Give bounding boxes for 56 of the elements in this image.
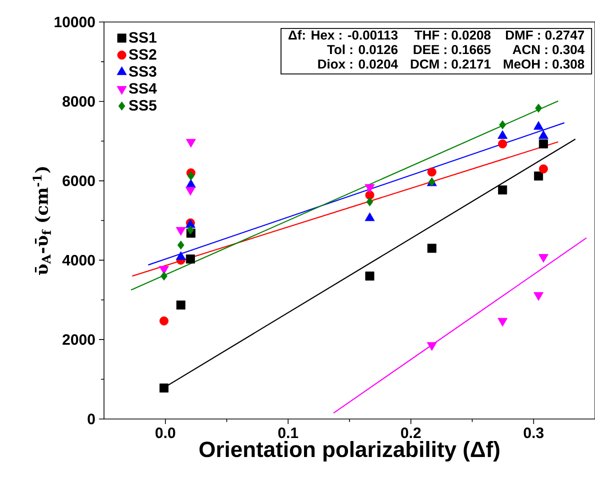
point: [186, 226, 194, 235]
legend-label: SS2: [128, 49, 156, 60]
point: [364, 184, 375, 193]
point: [176, 300, 186, 310]
point: [538, 254, 548, 263]
annotation: DMF : 0.2747: [506, 30, 584, 40]
point: [538, 164, 548, 174]
point: [499, 120, 506, 130]
point: [186, 254, 195, 264]
x-tick-label: 0.1: [278, 428, 298, 438]
point: [426, 342, 437, 351]
y-axis-title: ῡ$_{A}$-ῡ$_{f}$ (cm$^{-1}$): [32, 167, 51, 275]
annotation: DCM : 0.2171: [410, 59, 491, 69]
point: [187, 172, 194, 181]
point: [364, 212, 375, 222]
annotation: THF : 0.0208: [414, 30, 491, 40]
y-tick-label: 8000: [62, 96, 95, 107]
point: [498, 318, 508, 327]
y-tick-label: 4000: [62, 254, 95, 266]
point: [538, 139, 548, 148]
point: [534, 121, 544, 130]
x-tick-label: 0.2: [401, 428, 421, 438]
point: [365, 272, 374, 281]
legend-label: SS4: [128, 83, 157, 94]
point: [366, 197, 374, 206]
point: [427, 168, 436, 177]
legend-label: SS1: [128, 32, 156, 43]
legend-label: SS3: [128, 66, 156, 77]
point: [176, 227, 186, 236]
point: [498, 130, 508, 139]
x-tick-label: 0.3: [524, 428, 544, 438]
point: [177, 240, 184, 250]
annotation: MeOH : 0.308: [504, 59, 584, 69]
point: [535, 104, 542, 113]
point: [185, 186, 196, 196]
annotation: Δf: Hex : -0.00113: [288, 30, 398, 40]
legend-label: SS5: [128, 100, 156, 111]
point: [538, 130, 548, 139]
point: [534, 172, 544, 181]
annotation: Diox : 0.0204: [318, 59, 398, 69]
y-tick-label: 2000: [62, 334, 95, 345]
x-axis-title: Orientation polarizability (Δf): [200, 441, 500, 462]
y-tick-label: 10000: [54, 16, 95, 28]
point: [427, 244, 436, 253]
point: [159, 384, 168, 393]
annotation: Tol : 0.0126: [327, 44, 398, 54]
annotation: ACN : 0.304: [512, 44, 585, 54]
point: [534, 292, 544, 301]
point: [498, 139, 508, 148]
annotation: DEE : 0.1665: [414, 44, 491, 54]
point: [498, 185, 508, 194]
point: [159, 316, 168, 326]
point: [160, 272, 168, 281]
x-tick-label: 0.0: [156, 428, 176, 438]
y-tick-label: 0: [88, 414, 95, 424]
y-tick-label: 6000: [62, 175, 95, 186]
